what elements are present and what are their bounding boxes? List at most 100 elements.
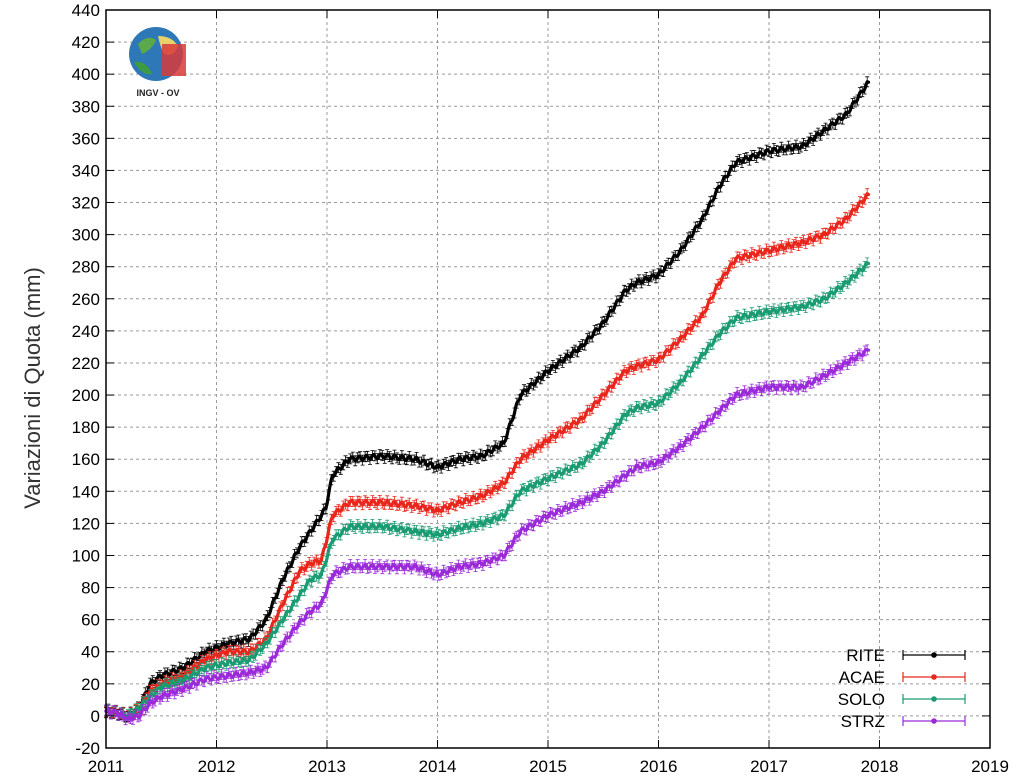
data-point-rite bbox=[264, 618, 268, 622]
data-point-solo bbox=[717, 332, 721, 336]
y-tick-label: 240 bbox=[72, 322, 100, 341]
y-tick-label: 120 bbox=[72, 514, 100, 533]
data-point-strz bbox=[435, 573, 440, 577]
data-point-strz bbox=[319, 602, 324, 606]
data-point-strz bbox=[679, 444, 683, 448]
data-point-rite bbox=[347, 457, 351, 461]
data-point-strz bbox=[297, 621, 301, 625]
logo-red-panel bbox=[162, 44, 186, 76]
data-point-acae bbox=[518, 457, 523, 461]
x-tick-label: 2017 bbox=[750, 757, 788, 776]
data-point-solo bbox=[701, 353, 705, 357]
data-point-rite bbox=[330, 473, 335, 477]
globe-land-shape bbox=[138, 37, 156, 54]
data-point-rite bbox=[656, 273, 661, 277]
data-point-acae bbox=[546, 438, 550, 442]
data-point-strz bbox=[264, 666, 268, 670]
data-point-solo bbox=[413, 529, 417, 534]
legend-marker bbox=[931, 718, 937, 724]
data-point-solo bbox=[822, 297, 826, 301]
data-point-acae bbox=[623, 369, 628, 373]
data-point-strz bbox=[330, 573, 335, 577]
data-point-strz bbox=[866, 348, 871, 352]
y-tick-label: 340 bbox=[72, 161, 100, 180]
data-point-rite bbox=[800, 144, 804, 148]
data-point-strz bbox=[844, 361, 849, 365]
data-point-solo bbox=[308, 577, 312, 582]
data-point-acae bbox=[717, 281, 721, 285]
data-point-solo bbox=[546, 476, 550, 481]
data-point-acae bbox=[734, 257, 738, 261]
data-point-rite bbox=[717, 184, 721, 189]
data-point-solo bbox=[347, 525, 351, 529]
data-point-solo bbox=[623, 412, 628, 416]
data-point-rite bbox=[181, 666, 185, 670]
data-point-solo bbox=[281, 618, 285, 622]
data-point-solo bbox=[734, 316, 738, 320]
data-point-acae bbox=[297, 569, 301, 574]
data-point-strz bbox=[634, 465, 639, 469]
y-tick-label: 440 bbox=[72, 1, 100, 20]
data-point-solo bbox=[248, 658, 252, 662]
data-point-acae bbox=[579, 417, 583, 421]
data-point-strz bbox=[380, 565, 384, 569]
y-tick-label: 420 bbox=[72, 33, 100, 52]
x-tick-label: 2016 bbox=[640, 757, 678, 776]
x-tick-label: 2013 bbox=[308, 757, 346, 776]
data-point-acae bbox=[330, 513, 335, 518]
data-point-rite bbox=[518, 393, 523, 397]
logo-text: INGV - OV bbox=[136, 88, 179, 98]
data-point-rite bbox=[225, 642, 230, 646]
y-axis: -20 0 20 40 60 80 100 120 140 160 180 200 220 240 260 2… bbox=[72, 1, 990, 758]
data-point-solo bbox=[181, 679, 185, 683]
data-point-acae bbox=[679, 337, 683, 341]
y-tick-label: 360 bbox=[72, 129, 100, 148]
data-point-solo bbox=[800, 305, 804, 309]
data-point-solo bbox=[380, 525, 384, 529]
data-point-rite bbox=[844, 112, 849, 116]
series-solo bbox=[104, 257, 871, 723]
y-axis-label: Variazioni di Quota (mm) bbox=[20, 267, 45, 509]
data-point-rite bbox=[319, 513, 324, 518]
data-point-rite bbox=[601, 321, 605, 325]
data-point-strz bbox=[717, 409, 721, 413]
data-point-strz bbox=[159, 695, 163, 699]
data-point-solo bbox=[435, 533, 440, 537]
data-point-strz bbox=[502, 553, 506, 558]
data-point-solo bbox=[480, 521, 484, 526]
data-point-strz bbox=[518, 529, 523, 534]
data-point-strz bbox=[480, 561, 484, 566]
data-point-solo bbox=[679, 380, 683, 384]
data-point-rite bbox=[866, 80, 871, 84]
legend-label: RITE bbox=[846, 646, 885, 665]
legend-label: SOLO bbox=[838, 690, 885, 709]
data-point-strz bbox=[579, 500, 583, 505]
y-tick-label: 280 bbox=[72, 258, 100, 277]
data-point-rite bbox=[734, 160, 738, 164]
legend-item-rite: RITE bbox=[846, 646, 966, 665]
data-point-solo bbox=[656, 401, 661, 405]
x-tick-label: 2012 bbox=[198, 757, 236, 776]
data-point-rite bbox=[634, 281, 639, 285]
data-point-rite bbox=[308, 529, 312, 534]
data-point-acae bbox=[380, 500, 384, 505]
data-point-acae bbox=[203, 658, 208, 662]
data-point-rite bbox=[822, 128, 826, 132]
data-point-acae bbox=[701, 313, 705, 317]
y-tick-label: 320 bbox=[72, 194, 100, 213]
data-point-rite bbox=[579, 345, 583, 349]
data-point-solo bbox=[767, 310, 771, 314]
y-tick-label: 40 bbox=[81, 643, 100, 662]
data-point-strz bbox=[225, 674, 230, 678]
x-tick-label: 2014 bbox=[419, 757, 457, 776]
data-point-acae bbox=[480, 494, 484, 498]
data-point-strz bbox=[701, 425, 705, 429]
data-point-solo bbox=[225, 661, 230, 665]
data-point-strz bbox=[126, 717, 130, 721]
y-tick-label: 220 bbox=[72, 354, 100, 373]
data-point-solo bbox=[297, 594, 301, 598]
y-tick-label: 0 bbox=[91, 707, 100, 726]
data-point-strz bbox=[248, 671, 252, 675]
data-point-solo bbox=[601, 441, 605, 445]
legend-marker bbox=[931, 696, 937, 702]
